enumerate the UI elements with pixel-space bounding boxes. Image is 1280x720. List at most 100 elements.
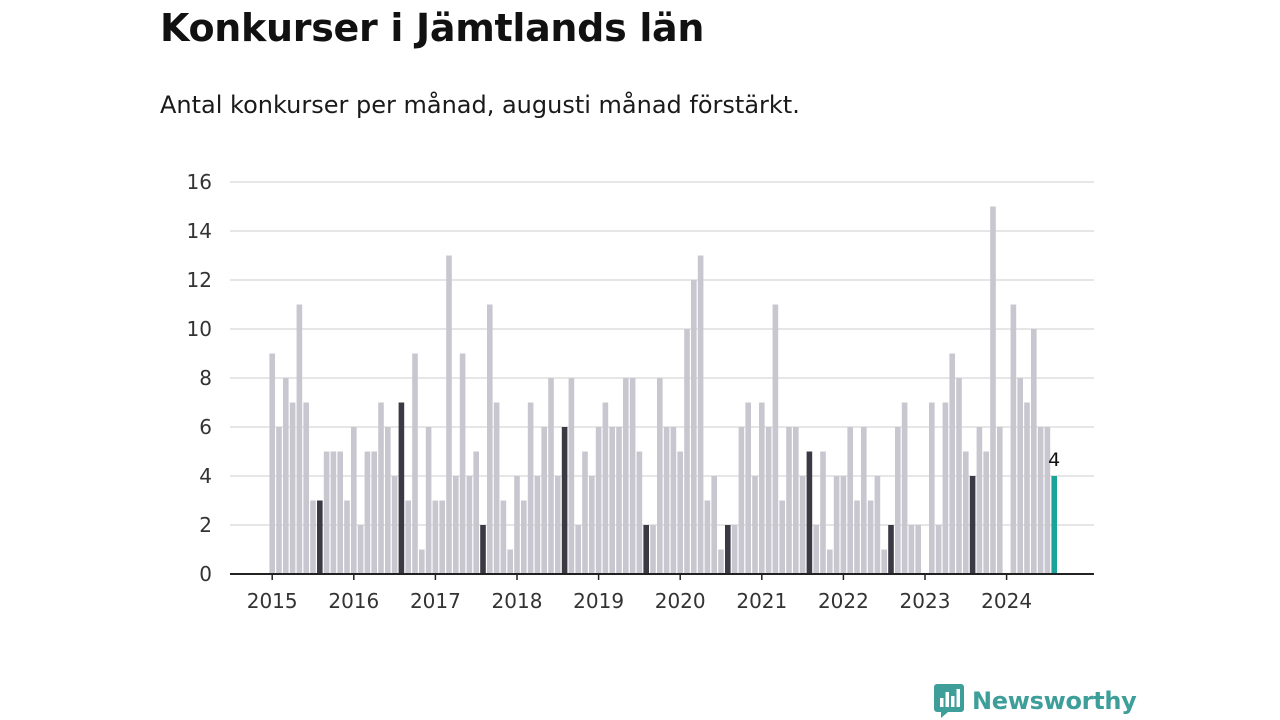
bar	[514, 476, 520, 574]
bar	[657, 378, 663, 574]
y-tick-label: 14	[187, 219, 212, 243]
bar	[412, 353, 418, 574]
bar	[357, 525, 364, 574]
bar	[480, 525, 486, 574]
bar	[589, 476, 595, 574]
x-tick-label: 2024	[981, 589, 1032, 613]
x-tick-label: 2021	[736, 589, 787, 613]
bar	[983, 451, 989, 574]
y-tick-label: 8	[199, 366, 212, 390]
y-tick-label: 6	[199, 415, 212, 439]
bar	[969, 476, 976, 574]
y-tick-label: 16	[187, 170, 212, 194]
bar	[289, 402, 296, 574]
bar	[1010, 304, 1017, 574]
brand-logo[interactable]: Newsworthy	[934, 684, 1137, 718]
bar	[385, 427, 391, 574]
bar	[691, 280, 697, 574]
bar	[725, 525, 731, 574]
bar	[337, 451, 343, 574]
x-tick-label: 2023	[900, 589, 951, 613]
chart-title: Konkurser i Jämtlands län	[160, 6, 705, 50]
bar	[684, 329, 690, 574]
bar	[976, 427, 983, 574]
bar	[840, 476, 847, 574]
bar	[793, 427, 799, 574]
bar	[806, 451, 813, 574]
bar	[908, 525, 915, 574]
bar	[867, 500, 874, 574]
bar	[895, 427, 901, 574]
bar	[616, 427, 622, 574]
bar	[786, 427, 792, 574]
x-tick-label: 2020	[655, 589, 706, 613]
bar	[1051, 476, 1057, 574]
bar	[956, 378, 962, 574]
bar	[915, 525, 921, 574]
bar	[833, 476, 840, 574]
bar	[310, 500, 316, 574]
bar	[405, 500, 411, 574]
bar	[1031, 329, 1037, 574]
bar	[772, 304, 779, 574]
bar	[296, 304, 303, 574]
bar	[820, 451, 826, 574]
bar	[453, 476, 459, 574]
bar	[949, 353, 955, 574]
y-tick-label: 10	[187, 317, 212, 341]
bar	[650, 525, 656, 574]
y-tick-label: 2	[199, 513, 212, 537]
x-tick-label: 2022	[818, 589, 869, 613]
bar	[861, 427, 867, 574]
bar	[1044, 427, 1051, 574]
bar	[636, 451, 643, 574]
bar	[507, 549, 513, 574]
bar	[419, 549, 425, 574]
bar	[582, 451, 588, 574]
bar	[561, 427, 568, 574]
bar	[473, 451, 479, 574]
bar	[718, 549, 724, 574]
latest-value-label: 4	[1048, 449, 1060, 471]
bars	[269, 206, 1057, 574]
chart-subtitle: Antal konkurser per månad, augusti månad…	[160, 91, 800, 119]
bar	[351, 427, 357, 574]
bar	[330, 451, 337, 574]
bar	[745, 402, 751, 574]
bar	[799, 476, 806, 574]
bar	[276, 427, 282, 574]
x-tick-label: 2016	[328, 589, 379, 613]
bar	[1024, 402, 1030, 574]
bar	[935, 525, 942, 574]
bar	[670, 427, 677, 574]
bar	[303, 402, 309, 574]
axes	[230, 573, 1094, 580]
bar	[595, 427, 602, 574]
bar	[439, 500, 445, 574]
bar	[765, 427, 772, 574]
bar	[643, 525, 649, 574]
bar	[731, 525, 738, 574]
bar	[623, 378, 629, 574]
bar	[779, 500, 785, 574]
bar	[752, 476, 758, 574]
bar	[697, 255, 704, 574]
bar	[942, 402, 949, 574]
bar	[446, 255, 452, 574]
bar	[888, 525, 894, 574]
bar	[317, 500, 323, 574]
bar	[493, 402, 500, 574]
x-tick-label: 2017	[410, 589, 461, 613]
bar	[391, 476, 398, 574]
y-tick-label: 0	[199, 562, 212, 586]
bar	[371, 451, 377, 574]
bar	[398, 402, 405, 574]
bar	[629, 378, 636, 574]
bar	[738, 427, 745, 574]
bar	[1037, 427, 1044, 574]
bar	[555, 476, 561, 574]
bar	[663, 427, 670, 574]
bar	[847, 427, 853, 574]
bar	[378, 402, 384, 574]
